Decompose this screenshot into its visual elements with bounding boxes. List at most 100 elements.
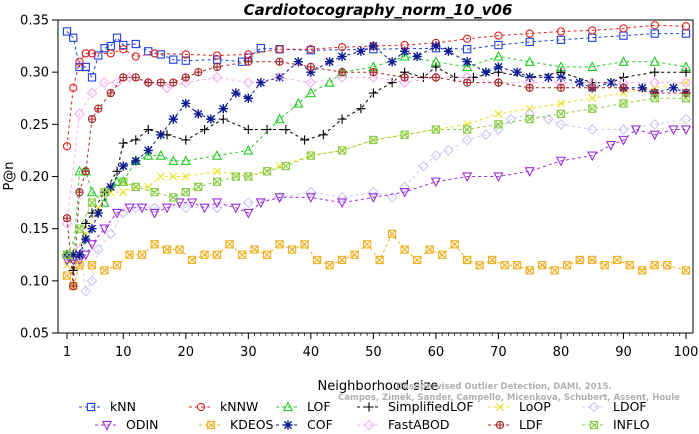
data-point-odin-20 bbox=[337, 198, 348, 209]
data-point-ldf-25 bbox=[556, 83, 566, 92]
data-point-kdeos-13 bbox=[212, 250, 222, 259]
data-point-ldf-18 bbox=[337, 68, 347, 77]
data-point-ldf-28 bbox=[650, 88, 659, 98]
data-point-ldof-14 bbox=[367, 186, 379, 198]
data-point-odin-18 bbox=[274, 193, 285, 203]
data-point-fastabod-0 bbox=[61, 218, 73, 229]
data-point-cof-3 bbox=[81, 234, 91, 244]
data-point-kdeos-23 bbox=[337, 255, 347, 265]
data-point-kdeos-24 bbox=[350, 250, 359, 259]
legend-label: kNN bbox=[110, 399, 136, 414]
data-point-kdeos-11 bbox=[187, 255, 197, 265]
data-point-cof-20 bbox=[293, 57, 303, 67]
data-point-kdeos-48 bbox=[650, 261, 659, 270]
data-point-simplifiedlof-34 bbox=[650, 67, 660, 77]
legend-item-fastabod: FastABOD bbox=[357, 417, 450, 432]
data-point-odin-33 bbox=[668, 125, 679, 136]
data-point-ldf-3 bbox=[81, 167, 90, 176]
data-point-ldof-15 bbox=[386, 191, 398, 203]
data-point-fastabod-7 bbox=[161, 82, 173, 94]
data-point-lof-23 bbox=[462, 61, 473, 72]
data-point-fastabod-23 bbox=[649, 77, 661, 88]
data-point-kdeos-8 bbox=[150, 240, 159, 249]
data-point-knnw-8 bbox=[150, 49, 159, 58]
y-tick-label: 0.30 bbox=[20, 66, 49, 81]
data-point-kdeos-35 bbox=[488, 255, 497, 265]
data-point-knn-3 bbox=[81, 62, 90, 72]
data-point-kdeos-43 bbox=[588, 255, 597, 265]
data-point-inflo-12 bbox=[244, 172, 253, 181]
data-point-ldof-12 bbox=[305, 186, 317, 198]
series-simplifiedlof bbox=[62, 62, 691, 275]
x-tick-label: 70 bbox=[490, 345, 507, 360]
series-line-simplifiedlof bbox=[66, 66, 686, 272]
data-point-cof-6 bbox=[106, 182, 116, 192]
data-point-loop-22 bbox=[556, 99, 565, 108]
x-axis-label: Neighborhood size bbox=[318, 379, 439, 394]
data-point-lof-13 bbox=[211, 150, 223, 160]
data-point-kdeos-28 bbox=[400, 245, 409, 254]
data-point-lof-17 bbox=[305, 87, 316, 98]
data-point-cof-5 bbox=[93, 208, 103, 218]
data-point-odin-8 bbox=[136, 203, 148, 214]
series-inflo bbox=[62, 94, 691, 259]
data-point-knn-13 bbox=[169, 55, 178, 64]
legend-label: KDEOS bbox=[230, 417, 274, 432]
data-point-knn-8 bbox=[112, 33, 122, 42]
data-point-fastabod-3 bbox=[99, 77, 110, 88]
data-point-inflo-25 bbox=[619, 99, 628, 108]
data-point-odin-32 bbox=[649, 130, 660, 141]
data-point-ldof-26 bbox=[555, 118, 567, 130]
data-point-lof-11 bbox=[168, 155, 179, 165]
data-point-knnw-14 bbox=[337, 42, 347, 52]
data-point-simplifiedlof-35 bbox=[681, 67, 691, 77]
data-point-odin-16 bbox=[243, 208, 254, 219]
data-point-simplifiedlof-6 bbox=[112, 166, 122, 176]
data-point-inflo-21 bbox=[494, 120, 503, 129]
data-point-odin-28 bbox=[587, 151, 598, 162]
legend-item-knn: kNN bbox=[79, 399, 136, 414]
data-point-ldf-7 bbox=[119, 73, 128, 82]
data-point-loop-5 bbox=[119, 188, 128, 197]
legend-label: ODIN bbox=[126, 417, 159, 432]
data-point-ldof-16 bbox=[399, 181, 411, 193]
data-point-fastabod-9 bbox=[211, 72, 223, 83]
data-point-simplifiedlof-9 bbox=[143, 124, 153, 135]
data-point-knnw-12 bbox=[275, 45, 284, 54]
data-point-inflo-9 bbox=[194, 182, 203, 192]
data-point-kdeos-3 bbox=[87, 261, 97, 270]
data-point-inflo-0 bbox=[62, 250, 72, 259]
watermark-line-2: Campos, Zimek, Sander, Campello, Micenko… bbox=[338, 393, 680, 403]
legend-item-cof: COF bbox=[276, 417, 333, 432]
data-point-kdeos-10 bbox=[175, 245, 184, 254]
data-point-lof-25 bbox=[524, 56, 535, 66]
data-point-knnw-13 bbox=[306, 45, 315, 54]
data-point-inflo-22 bbox=[525, 114, 534, 124]
data-point-odin-13 bbox=[199, 203, 210, 214]
data-point-cof-42 bbox=[637, 83, 647, 93]
series-line-ldof bbox=[79, 113, 687, 293]
data-point-cof-16 bbox=[231, 88, 241, 98]
data-point-inflo-11 bbox=[231, 172, 240, 181]
data-point-simplifiedlof-7 bbox=[118, 138, 128, 148]
data-point-inflo-5 bbox=[131, 182, 140, 192]
data-point-loop-11 bbox=[213, 167, 222, 176]
data-point-odin-6 bbox=[111, 208, 123, 219]
data-point-inflo-17 bbox=[369, 135, 378, 145]
data-point-fastabod-2 bbox=[86, 87, 98, 99]
data-point-fastabod-13 bbox=[336, 72, 348, 83]
legend-item-odin: ODIN bbox=[95, 417, 159, 432]
data-point-kdeos-19 bbox=[287, 245, 297, 254]
data-point-ldf-6 bbox=[106, 88, 115, 98]
data-point-odin-17 bbox=[255, 198, 266, 209]
data-point-kdeos-26 bbox=[375, 255, 384, 265]
data-point-odin-19 bbox=[305, 193, 316, 203]
data-point-ldf-14 bbox=[212, 62, 222, 72]
data-point-knnw-5 bbox=[106, 49, 115, 58]
data-point-ldof-27 bbox=[586, 124, 598, 135]
data-point-cof-28 bbox=[412, 51, 422, 62]
data-point-ldof-7 bbox=[149, 202, 160, 214]
data-point-ldf-24 bbox=[525, 83, 534, 92]
data-point-simplifiedlof-13 bbox=[218, 114, 228, 124]
data-point-knnw-4 bbox=[87, 49, 97, 58]
